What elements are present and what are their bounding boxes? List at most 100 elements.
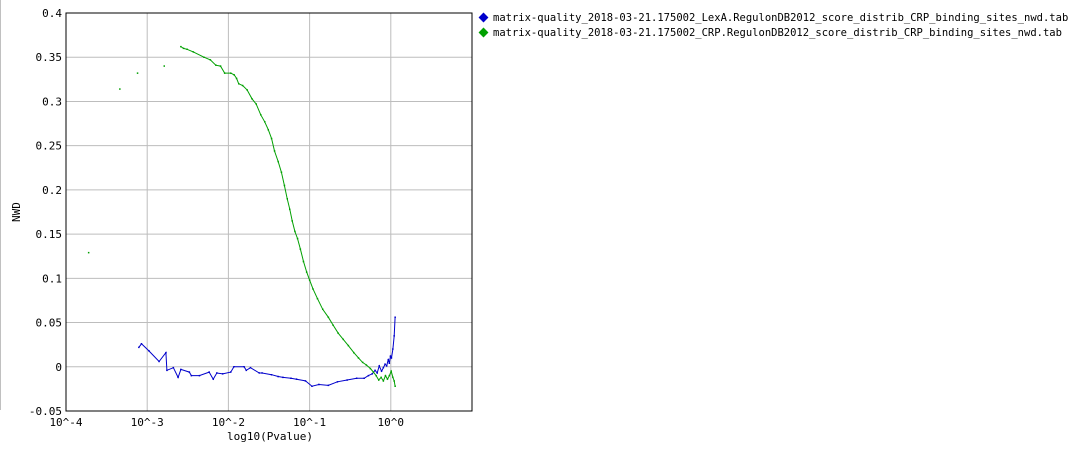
- legend-entry-crp: matrix-quality_2018-03-21.175002_CRP.Reg…: [478, 25, 1068, 40]
- legend-entry-lexa: matrix-quality_2018-03-21.175002_LexA.Re…: [478, 10, 1068, 25]
- series-layer: [87, 45, 396, 387]
- data-point: [148, 350, 150, 352]
- data-point: [235, 77, 238, 80]
- data-point: [305, 271, 308, 273]
- data-point: [355, 377, 358, 379]
- y-tick-label: 0.1: [42, 272, 62, 285]
- data-point: [382, 366, 385, 369]
- y-tick-label: 0.15: [36, 228, 63, 241]
- plot-frame: [65, 12, 473, 412]
- data-point: [392, 348, 394, 350]
- data-point: [367, 374, 370, 377]
- data-point: [230, 72, 232, 74]
- data-point: [172, 366, 175, 369]
- data-point: [223, 72, 226, 74]
- data-point: [384, 363, 386, 365]
- data-point: [260, 114, 262, 116]
- y-tick-label: 0.2: [42, 184, 62, 197]
- series-0: [138, 316, 396, 387]
- data-point: [347, 344, 350, 347]
- data-point: [295, 378, 298, 380]
- data-point: [188, 371, 191, 373]
- data-point: [270, 137, 273, 140]
- y-tick-label: 0: [55, 361, 62, 374]
- legend-label-lexa: matrix-quality_2018-03-21.175002_LexA.Re…: [493, 11, 1068, 24]
- data-point: [283, 184, 286, 187]
- tick-labels: 10^-4 10^-3 10^-2 10^-1 10^0 -0.05 0 0.05 0.1 0.1…: [29, 7, 404, 429]
- data-point: [238, 83, 240, 85]
- data-point: [372, 371, 375, 373]
- x-tick-label: 10^-1: [293, 416, 326, 429]
- data-point: [192, 51, 195, 53]
- data-point: [380, 370, 383, 372]
- data-point: [255, 103, 257, 105]
- data-point: [249, 366, 252, 369]
- data-point: [304, 380, 307, 382]
- legend: matrix-quality_2018-03-21.175002_LexA.Re…: [478, 10, 1068, 40]
- data-point: [264, 121, 266, 123]
- data-point: [386, 378, 389, 380]
- data-point: [390, 370, 392, 372]
- data-point: [261, 372, 263, 374]
- legend-marker-crp-icon: [478, 27, 489, 38]
- data-point: [357, 357, 360, 359]
- data-point: [277, 160, 279, 163]
- data-point: [208, 371, 210, 373]
- data-point: [138, 346, 140, 349]
- data-point: [140, 343, 143, 345]
- data-point: [378, 365, 380, 367]
- data-point: [299, 248, 302, 250]
- data-point: [294, 230, 296, 233]
- series-line: [138, 317, 396, 387]
- data-point: [361, 361, 364, 364]
- x-tick-label: 10^-4: [49, 416, 82, 429]
- data-point: [163, 65, 165, 67]
- data-point: [374, 369, 376, 372]
- data-point: [390, 357, 393, 359]
- y-tick-label: 0.4: [42, 7, 62, 20]
- x-tick-label: 10^-3: [131, 416, 164, 429]
- data-point: [322, 308, 324, 310]
- data-point: [380, 376, 382, 379]
- data-point: [209, 59, 212, 61]
- data-point: [286, 198, 288, 200]
- data-point: [177, 376, 179, 379]
- data-point: [289, 208, 291, 211]
- y-tick-label: 0.3: [42, 95, 62, 108]
- data-point: [353, 351, 355, 354]
- data-point: [302, 260, 305, 263]
- data-point: [245, 369, 247, 372]
- data-point: [258, 372, 260, 374]
- data-point: [212, 378, 214, 380]
- data-point: [316, 297, 319, 300]
- data-point: [241, 84, 244, 87]
- data-point: [215, 64, 217, 66]
- data-point: [166, 369, 168, 372]
- data-point: [230, 371, 232, 373]
- data-point: [376, 372, 378, 374]
- data-point: [388, 374, 391, 377]
- data-point: [336, 381, 339, 383]
- y-axis-label: NWD: [10, 202, 23, 222]
- data-point: [180, 368, 182, 371]
- data-point: [273, 150, 276, 152]
- x-tick-label: 10^-2: [212, 416, 245, 429]
- data-point: [190, 374, 193, 377]
- data-point: [280, 171, 283, 173]
- data-point: [393, 335, 395, 337]
- data-point: [243, 366, 245, 368]
- data-point: [311, 385, 313, 387]
- data-point: [119, 88, 121, 90]
- data-point: [246, 89, 248, 91]
- x-axis-label: log10(Pvalue): [227, 430, 313, 443]
- data-point: [394, 385, 396, 387]
- data-point: [394, 316, 396, 318]
- data-point: [389, 355, 392, 357]
- data-point: [378, 379, 380, 381]
- series-line: [180, 46, 396, 387]
- data-point: [393, 380, 395, 382]
- data-point: [186, 48, 188, 50]
- x-tick-label: 10^0: [378, 416, 405, 429]
- data-point: [198, 374, 201, 377]
